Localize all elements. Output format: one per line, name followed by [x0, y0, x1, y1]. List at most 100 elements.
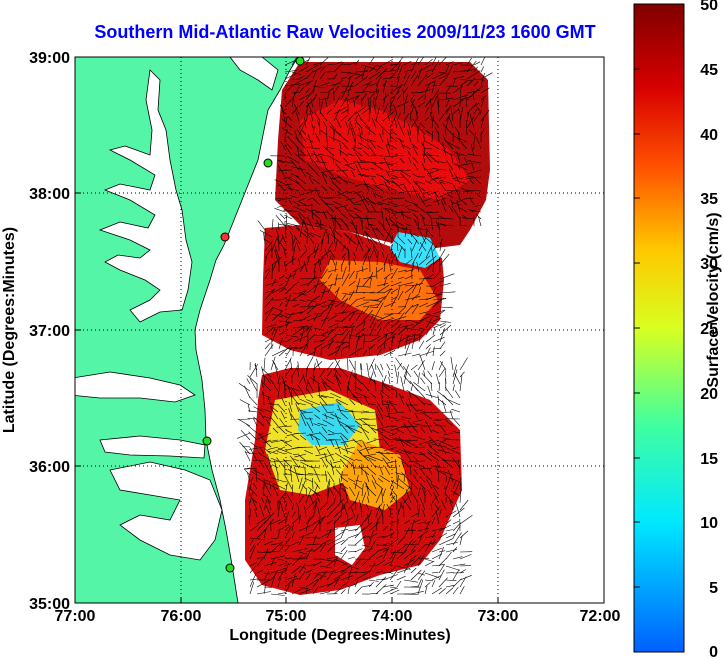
velocity-vector: [389, 101, 392, 115]
velocity-vector: [326, 87, 335, 94]
velocity-vector: [457, 152, 468, 157]
velocity-vector: [389, 400, 398, 413]
velocity-vector: [424, 82, 431, 94]
velocity-vector: [419, 497, 426, 511]
velocity-vector: [379, 475, 391, 483]
velocity-vector: [319, 571, 327, 581]
velocity-vector: [411, 304, 419, 308]
velocity-vector: [320, 249, 332, 259]
velocity-vector: [340, 589, 346, 595]
velocity-vector: [255, 468, 258, 483]
velocity-vector: [438, 367, 446, 378]
velocity-vector: [277, 571, 284, 581]
velocity-vector: [431, 116, 440, 129]
station-marker: [220, 232, 230, 242]
velocity-vector: [404, 258, 413, 266]
velocity-vector: [301, 129, 307, 136]
velocity-vector: [393, 117, 398, 129]
velocity-vector: [265, 419, 272, 427]
velocity-vector: [379, 133, 384, 143]
velocity-vector: [417, 95, 424, 101]
velocity-vector: [299, 290, 307, 294]
velocity-vector: [305, 572, 312, 581]
velocity-vector: [448, 116, 454, 129]
velocity-vector: [396, 549, 408, 560]
velocity-vector: [389, 538, 399, 546]
velocity-vector: [312, 501, 317, 511]
velocity-vector: [445, 475, 447, 483]
velocity-vector: [321, 378, 328, 385]
velocity-vector: [397, 352, 412, 357]
velocity-vector: [413, 218, 419, 227]
velocity-vector: [356, 231, 364, 245]
velocity-vector: [351, 219, 357, 231]
velocity-vector: [326, 83, 341, 87]
velocity-vector: [288, 408, 293, 420]
velocity-vector: [350, 126, 356, 143]
velocity-vector: [327, 314, 338, 322]
velocity-vector: [368, 509, 372, 518]
velocity-vector: [284, 502, 288, 511]
velocity-vector: [438, 577, 448, 588]
velocity-vector: [389, 91, 400, 101]
velocity-vector: [301, 222, 314, 227]
velocity-vector: [432, 297, 444, 308]
velocity-vector: [337, 420, 349, 427]
velocity-vector: [425, 420, 433, 434]
velocity-vector: [283, 247, 287, 259]
velocity-vector: [431, 59, 440, 73]
velocity-vector: [271, 306, 283, 312]
velocity-vector: [432, 322, 447, 329]
velocity-vector: [397, 282, 414, 287]
velocity-vector: [295, 402, 307, 406]
velocity-vector: [432, 280, 444, 287]
velocity-vector: [319, 111, 328, 122]
velocity-vector: [346, 386, 349, 399]
velocity-vector: [284, 261, 287, 273]
velocity-vector: [312, 126, 315, 136]
velocity-vector: [440, 499, 447, 511]
velocity-vector: [270, 555, 285, 560]
velocity-vector: [312, 80, 317, 94]
velocity-vector: [298, 571, 306, 581]
velocity-vector: [454, 390, 461, 399]
velocity-vector: [355, 459, 363, 462]
velocity-vector: [348, 292, 365, 294]
velocity-vector: [341, 448, 356, 455]
velocity-vector: [390, 237, 399, 245]
velocity-vector: [333, 513, 343, 525]
velocity-vector: [386, 143, 398, 150]
velocity-vector: [325, 459, 335, 469]
velocity-vector: [414, 412, 419, 420]
velocity-vector: [469, 113, 475, 129]
velocity-vector: [368, 223, 377, 227]
velocity-vector: [439, 256, 441, 273]
velocity-vector: [383, 318, 395, 322]
velocity-vector: [382, 561, 391, 567]
velocity-vector: [315, 161, 328, 164]
velocity-vector: [369, 306, 379, 308]
velocity-vector: [430, 111, 433, 122]
velocity-vector: [334, 261, 337, 273]
velocity-vector: [249, 378, 258, 392]
velocity-vector: [264, 439, 279, 443]
velocity-vector: [480, 115, 485, 129]
velocity-vector: [253, 406, 265, 413]
velocity-vector: [425, 224, 440, 227]
velocity-vector: [466, 112, 470, 122]
velocity-vector: [360, 503, 363, 518]
velocity-vector: [333, 559, 337, 567]
velocity-vector: [320, 285, 327, 301]
velocity-vector: [262, 437, 272, 448]
velocity-vector: [266, 495, 272, 511]
velocity-vector: [340, 71, 357, 75]
velocity-vector: [378, 505, 384, 518]
velocity-vector: [346, 425, 356, 434]
velocity-vector: [341, 252, 347, 259]
velocity-vector: [330, 439, 335, 448]
delaware-bay: [229, 57, 279, 91]
velocity-vector: [278, 302, 283, 308]
velocity-vector: [327, 268, 338, 273]
velocity-vector: [375, 576, 387, 588]
velocity-vector: [361, 522, 373, 532]
